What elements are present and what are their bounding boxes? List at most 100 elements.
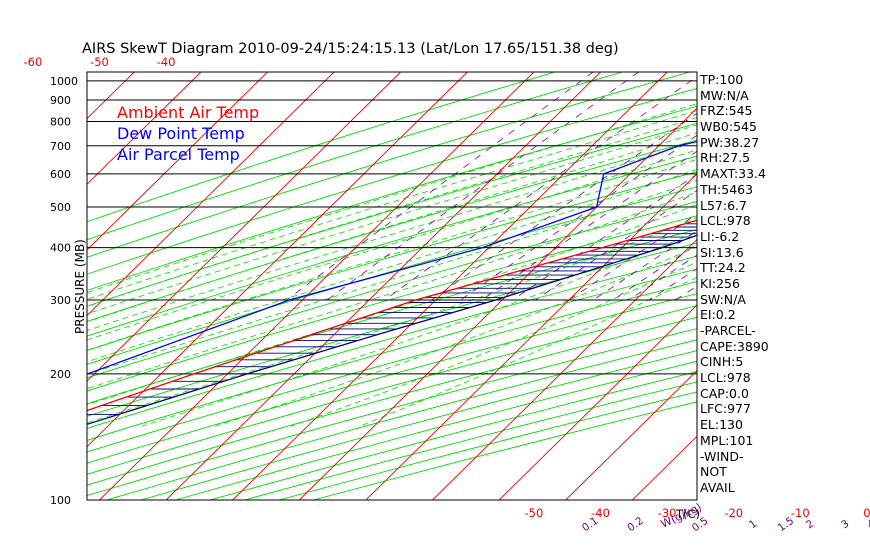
bottom-temp-tick-label: -20 (724, 506, 743, 520)
stat-item: L57:6.7 (700, 197, 747, 213)
mixing-ratio-line (512, 173, 697, 301)
chart-title: AIRS SkewT Diagram 2010-09-24/15:24:15.1… (82, 41, 619, 57)
stat-item: LCL:978 (700, 370, 751, 386)
stat-item: KI:256 (700, 275, 740, 291)
stat-item: WB0:545 (700, 119, 757, 135)
cape-hatching (87, 220, 697, 425)
legend: Ambient Air Temp Dew Point Temp Air Parc… (117, 103, 259, 164)
dry-adiabat-line (87, 155, 697, 337)
bottom-temp-tick-label: -10 (791, 506, 810, 520)
mixing-ratio-tick-label: 1 (747, 518, 759, 532)
dry-adiabat-line (87, 105, 697, 291)
dry-adiabat-line (87, 72, 555, 223)
stats-panel: TP:100 MW:N/A FRZ:545 WB0:545 PW:38.27 RH:27.… (700, 72, 868, 496)
top-temp-tick-label: -40 (157, 55, 176, 69)
stat-item: RH:27.5 (700, 150, 751, 166)
mixing-ratio-line (481, 150, 697, 301)
dry-adiabat-line (87, 242, 697, 417)
dry-adiabat-line (87, 293, 697, 464)
isobars (87, 80, 697, 500)
mixing-ratio-tick-label: 4 (865, 518, 870, 532)
moist-adiabat-line (87, 124, 697, 315)
stat-item: AVAIL (700, 479, 735, 495)
pressure-tick-label: 800 (50, 115, 71, 128)
dry-adiabat-line (87, 201, 697, 379)
stat-item: CAP:0.0 (700, 385, 749, 401)
moist-adiabat-line (87, 158, 697, 351)
pressure-tick-label: 1000 (50, 75, 78, 88)
ambient-temp-line (87, 219, 697, 412)
stat-item: EL:130 (700, 417, 743, 433)
moist-adiabat-line (87, 140, 697, 331)
dry-adiabat-line (87, 229, 697, 405)
stat-item: FRZ:545 (700, 103, 753, 119)
isotherm-line (87, 72, 202, 185)
dry-adiabat-line (87, 305, 697, 475)
dry-adiabat-line (87, 215, 697, 392)
isotherm-line (232, 72, 668, 500)
parcel-temp-line (87, 234, 697, 426)
isotherm-line (87, 72, 135, 120)
stat-item: LI:-6.2 (700, 228, 740, 244)
stat-item: TT:24.2 (700, 260, 746, 276)
stat-item: MAXT:33.4 (700, 166, 766, 182)
stat-item: -WIND- (700, 448, 744, 464)
isotherm-line (565, 370, 697, 500)
isotherm-line (432, 238, 697, 500)
dry-adiabat-line (87, 316, 697, 486)
pressure-tick-label: 900 (50, 94, 71, 107)
pressure-tick-label: 200 (50, 368, 71, 381)
isotherms (87, 72, 697, 500)
pressure-tick-label: 300 (50, 294, 71, 307)
legend-dewpoint: Dew Point Temp (117, 124, 245, 143)
dry-adiabat-line (87, 281, 697, 453)
dry-adiabat-line (87, 139, 697, 322)
moist-adiabat-line (87, 117, 697, 307)
pressure-tick-label: 700 (50, 140, 71, 153)
y-axis-label: PRESSURE (MB) (73, 239, 87, 334)
moist-adiabat-line (87, 149, 697, 341)
legend-ambient: Ambient Air Temp (117, 103, 259, 122)
top-temp-tick-label: -50 (90, 55, 109, 69)
profiles (87, 140, 697, 426)
pressure-tick-label: 100 (50, 494, 71, 507)
stat-item: LCL:978 (700, 213, 751, 229)
stat-item: PW:38.27 (700, 134, 760, 150)
x-axis-temp-label: T(C) (675, 507, 700, 521)
isotherm-line (87, 72, 402, 382)
bottom-temp-tick-label: -40 (591, 506, 610, 520)
stat-item: EI:0.2 (700, 307, 736, 323)
dry-adiabat-line (87, 88, 697, 275)
mixing-ratio-tick-label: 0.2 (625, 515, 646, 534)
mixing-ratio-lines (286, 72, 697, 301)
mixing-ratio-line (568, 213, 697, 301)
dry-adiabat-line (87, 186, 697, 365)
stat-item: NOT (700, 464, 727, 480)
mixing-ratio-line (384, 76, 697, 301)
bottom-temp-tick-label: -50 (525, 506, 544, 520)
mixing-ratio-tick-label: 2 (804, 518, 816, 532)
pressure-tick-label: 400 (50, 242, 71, 255)
stat-item: SW:N/A (700, 291, 746, 307)
isotherm-line (87, 72, 268, 251)
isotherm-line (498, 304, 697, 500)
dry-adiabat-line (87, 72, 691, 258)
stat-item: LFC:977 (700, 401, 751, 417)
legend-parcel: Air Parcel Temp (117, 145, 240, 164)
bottom-temp-tick-label: 0 (863, 506, 870, 520)
stat-item: TP:100 (700, 72, 744, 87)
mixing-ratio-line (535, 190, 697, 301)
isotherm-line (365, 173, 697, 500)
dewpoint-line (87, 140, 697, 375)
dry-adiabat-line (87, 72, 623, 241)
stat-item: CAPE:3890 (700, 338, 769, 354)
isotherm-line (298, 107, 697, 500)
pressure-tick-label: 500 (50, 201, 71, 214)
stat-item: -PARCEL- (700, 323, 756, 338)
isotherm-line (99, 72, 535, 500)
top-temp-tick-label: -60 (24, 55, 43, 69)
stat-item: CINH:5 (700, 354, 744, 370)
pressure-tick-label: 600 (50, 168, 71, 181)
plot-area (87, 72, 697, 500)
